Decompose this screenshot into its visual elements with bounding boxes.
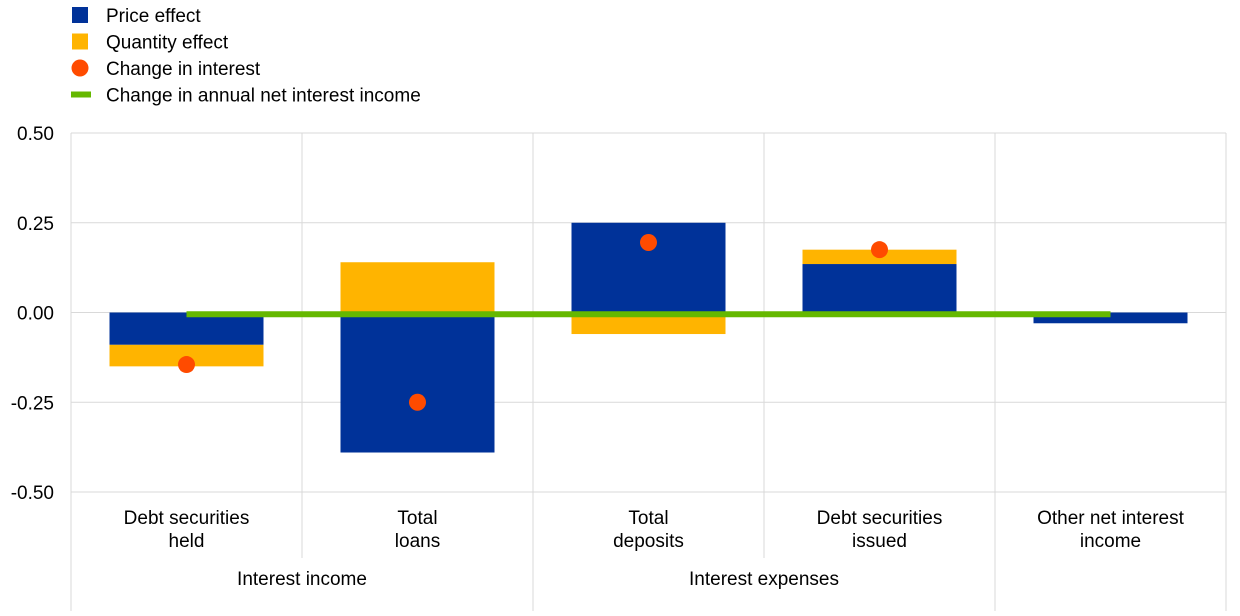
x-axis: Debt securitiesheldTotalloansTotaldeposi… <box>70 492 1227 611</box>
legend-label-0: Price effect <box>106 6 201 27</box>
change-in-interest-dot-3 <box>871 241 888 259</box>
y-tick-label-2: 0.00 <box>17 304 54 325</box>
y-axis: 0.50 0.25 0.00 -0.25 -0.50 <box>11 124 54 504</box>
legend: Price effect Quantity effect Change in int… <box>71 6 421 107</box>
bar-price-effect-0 <box>109 312 264 345</box>
x-tick-label-1-1: loans <box>395 531 440 552</box>
change-in-interest-dot-1 <box>409 393 426 411</box>
legend-label-1: Quantity effect <box>106 33 229 54</box>
x-tick-label-0-0: Debt securities <box>124 508 250 529</box>
y-tick-label-4: -0.50 <box>11 483 54 504</box>
legend-swatch-2 <box>71 59 89 77</box>
x-group-label-1: Interest expenses <box>689 569 839 590</box>
x-group-label-0: Interest income <box>237 569 367 590</box>
legend-swatch-3 <box>71 91 91 98</box>
y-tick-label-3: -0.25 <box>11 393 54 414</box>
change-in-interest-dot-0 <box>178 356 195 374</box>
x-tick-label-3-0: Debt securities <box>817 508 943 529</box>
bar-quantity-effect-0 <box>109 344 264 367</box>
x-tick-label-2-1: deposits <box>613 531 684 552</box>
y-tick-label-0: 0.50 <box>17 124 54 145</box>
change-in-interest-dot-2 <box>640 233 657 251</box>
x-tick-label-2-0: Total <box>628 508 668 529</box>
x-tick-label-3-1: issued <box>852 531 907 552</box>
x-tick-label-1-0: Total <box>397 508 437 529</box>
bar-quantity-effect-1 <box>340 262 495 313</box>
x-tick-label-4-0: Other net interest <box>1037 508 1185 529</box>
legend-swatch-0 <box>72 7 88 23</box>
bar-price-effect-4 <box>1033 312 1188 324</box>
change-in-interest-dots <box>178 233 888 411</box>
legend-swatch-1 <box>72 33 88 50</box>
x-tick-label-4-1: income <box>1080 531 1141 552</box>
y-tick-label-1: 0.25 <box>17 214 54 235</box>
legend-label-3: Change in annual net interest income <box>106 86 421 107</box>
bar-price-effect-1 <box>340 312 495 453</box>
bar-quantity-effect-2 <box>571 312 726 335</box>
legend-label-2: Change in interest <box>106 59 261 80</box>
bar-price-effect-3 <box>802 264 957 313</box>
x-tick-label-0-1: held <box>169 531 205 552</box>
bars <box>109 222 1188 453</box>
